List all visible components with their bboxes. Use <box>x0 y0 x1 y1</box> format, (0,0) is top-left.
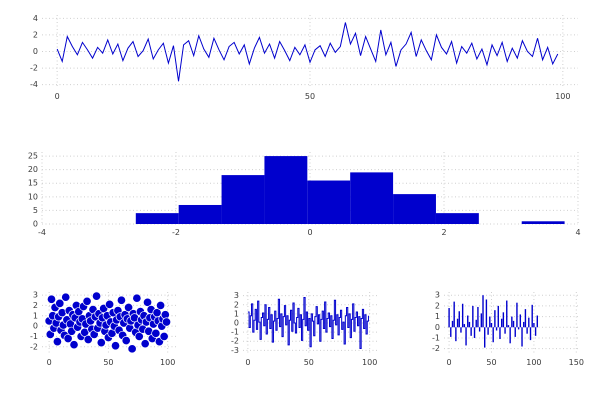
line-subplot: 0 50 100 -4 -2 0 2 4 <box>12 9 584 104</box>
svg-text:0: 0 <box>33 322 38 331</box>
svg-text:-1: -1 <box>432 333 440 342</box>
svg-text:2: 2 <box>33 301 38 310</box>
svg-text:15: 15 <box>28 179 38 188</box>
svg-text:2: 2 <box>435 301 440 310</box>
svg-text:100: 100 <box>362 358 377 367</box>
svg-text:0: 0 <box>435 323 440 332</box>
svg-text:50: 50 <box>304 358 314 367</box>
svg-text:1: 1 <box>234 309 239 318</box>
svg-text:0: 0 <box>33 47 38 56</box>
scatter-subplot: 0 50 100 -2 -1 0 1 2 3 <box>12 286 182 370</box>
svg-text:-4: -4 <box>38 228 46 237</box>
stem-subplot: 0 50 100 150 -2 -1 0 1 2 3 <box>414 286 584 370</box>
svg-text:50: 50 <box>305 92 315 101</box>
svg-text:0: 0 <box>47 358 52 367</box>
svg-text:0: 0 <box>447 358 452 367</box>
svg-text:100: 100 <box>160 358 175 367</box>
svg-text:20: 20 <box>28 165 38 174</box>
svg-text:150: 150 <box>569 358 584 367</box>
histogram-chart: -4 -2 0 2 4 0 5 10 15 20 25 <box>12 146 584 240</box>
svg-text:4: 4 <box>575 228 580 237</box>
svg-text:0: 0 <box>55 92 60 101</box>
svg-text:0: 0 <box>307 228 312 237</box>
svg-text:-3: -3 <box>231 346 239 355</box>
svg-text:2: 2 <box>234 300 239 309</box>
line-chart: 0 50 100 -4 -2 0 2 4 <box>12 9 584 104</box>
svg-text:100: 100 <box>526 358 541 367</box>
svg-text:25: 25 <box>28 152 38 161</box>
svg-text:-1: -1 <box>30 332 38 341</box>
svg-text:1: 1 <box>33 311 38 320</box>
svg-text:-2: -2 <box>231 337 239 346</box>
svg-text:-1: -1 <box>231 328 239 337</box>
svg-text:2: 2 <box>441 228 446 237</box>
svg-text:3: 3 <box>234 291 239 300</box>
svg-text:-2: -2 <box>30 342 38 351</box>
svg-text:2: 2 <box>33 30 38 39</box>
svg-text:50: 50 <box>103 358 113 367</box>
svg-text:-2: -2 <box>30 64 38 73</box>
svg-text:-2: -2 <box>432 344 440 353</box>
svg-text:4: 4 <box>33 14 38 23</box>
svg-text:3: 3 <box>33 291 38 300</box>
svg-text:1: 1 <box>435 312 440 321</box>
svg-text:5: 5 <box>33 206 38 215</box>
svg-text:10: 10 <box>28 192 38 201</box>
svg-text:3: 3 <box>435 291 440 300</box>
svg-text:100: 100 <box>555 92 570 101</box>
svg-text:0: 0 <box>33 220 38 229</box>
svg-text:0: 0 <box>245 358 250 367</box>
svg-text:-4: -4 <box>30 80 38 89</box>
svg-text:-2: -2 <box>172 228 180 237</box>
svg-text:50: 50 <box>486 358 496 367</box>
step-subplot: 0 50 100 -3 -2 -1 0 1 2 3 <box>213 286 383 370</box>
svg-text:0: 0 <box>234 319 239 328</box>
histogram-subplot: -4 -2 0 2 4 0 5 10 15 20 25 <box>12 146 584 240</box>
